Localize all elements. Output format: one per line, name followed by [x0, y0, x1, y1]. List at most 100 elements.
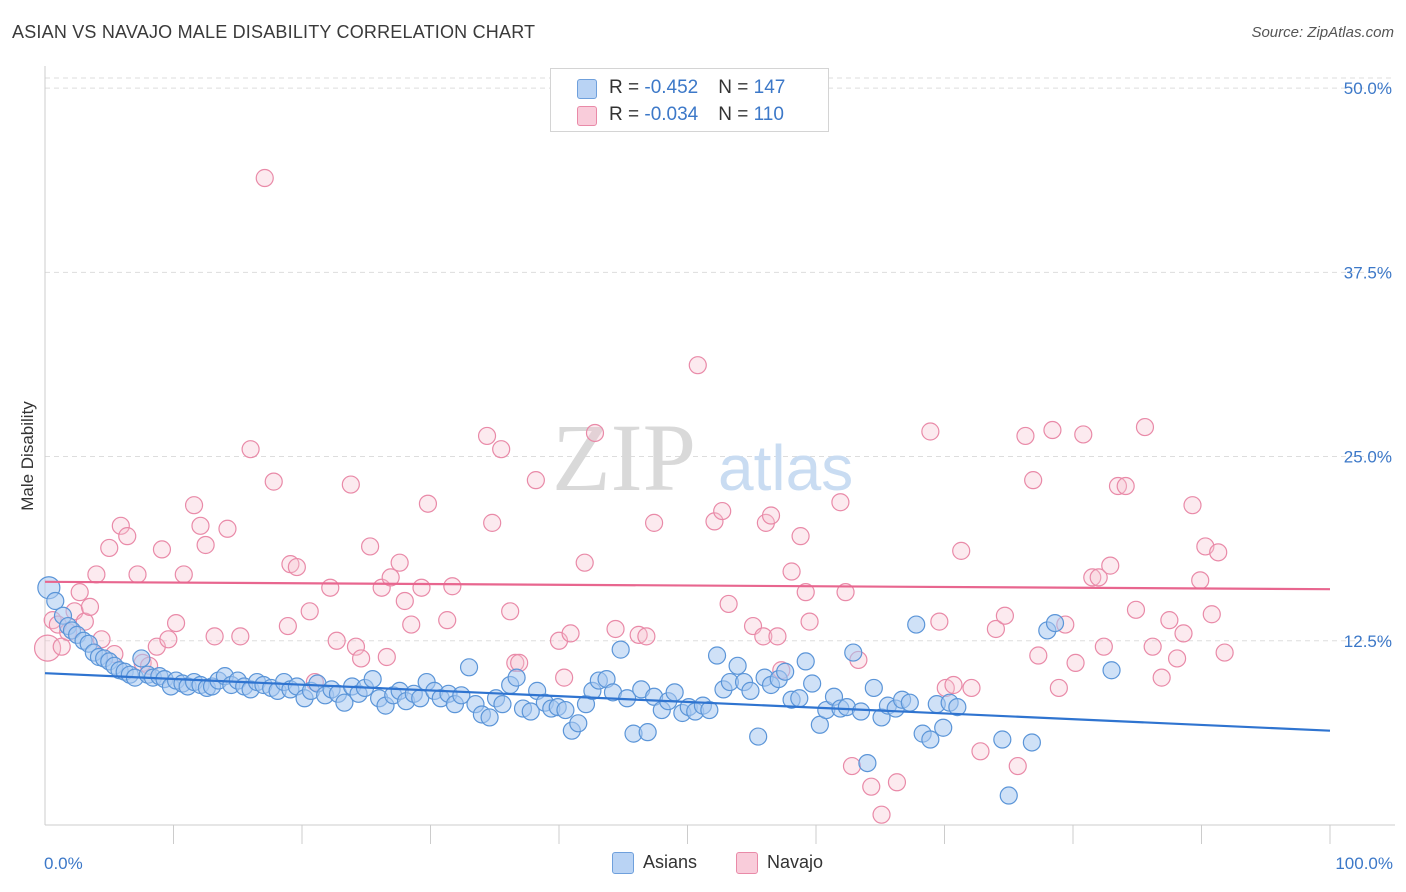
- navajo-point: [1108, 476, 1128, 496]
- navajo-point: [1101, 556, 1120, 575]
- watermark-zip: ZIP: [552, 404, 696, 511]
- asian-point: [741, 681, 760, 700]
- navajo-point: [377, 647, 396, 667]
- navajo-point: [278, 616, 297, 636]
- navajo-point: [241, 440, 260, 459]
- navajo-series: [33, 168, 1234, 824]
- navajo-point: [174, 565, 193, 584]
- asian-point: [46, 591, 65, 611]
- legend-text: R = -0.034 N = 110: [609, 104, 784, 125]
- navajo-point: [418, 494, 438, 513]
- asian-point: [507, 668, 526, 687]
- navajo-point: [930, 612, 949, 631]
- asians-swatch: [612, 852, 634, 874]
- navajo-point: [796, 583, 815, 602]
- trend-lines: [44, 580, 1331, 732]
- asian-point: [569, 714, 588, 733]
- navajo-point: [477, 426, 497, 446]
- asian-point: [851, 702, 871, 721]
- navajo-point: [575, 553, 594, 572]
- asian-point: [1045, 613, 1065, 633]
- asian-point: [921, 730, 940, 749]
- navajo-point: [100, 538, 119, 558]
- navajo-point: [526, 471, 545, 490]
- asian-point: [907, 615, 926, 634]
- navajo-point: [255, 168, 274, 188]
- navajo-point: [555, 668, 574, 687]
- legend-text: R = -0.452 N = 147: [609, 77, 786, 98]
- asian-point: [556, 700, 575, 720]
- navajo-point: [1066, 653, 1085, 672]
- navajo-point: [218, 519, 237, 538]
- asian-point: [796, 652, 815, 671]
- y-tick-label: 12.5%: [1344, 632, 1392, 651]
- r-value: -0.452: [644, 77, 699, 98]
- navajo-point: [782, 562, 801, 581]
- navajo-point: [971, 742, 990, 761]
- navajo-point: [1126, 600, 1146, 619]
- navajo-point: [1016, 426, 1035, 446]
- asian-point: [132, 649, 151, 668]
- navajo-point: [768, 627, 787, 646]
- x-tick-label: 0.0%: [44, 854, 83, 873]
- asian-point: [900, 693, 919, 712]
- asians-swatch: [577, 79, 597, 99]
- navajo-point: [402, 615, 421, 634]
- asian-point: [844, 643, 863, 662]
- asian-point: [948, 697, 967, 717]
- navajo-swatch: [736, 852, 758, 874]
- navajo-point: [483, 513, 502, 532]
- navajo-point: [492, 440, 511, 459]
- navajo-point: [561, 624, 580, 643]
- asian-point: [728, 656, 747, 675]
- navajo-trend-line: [44, 580, 1331, 591]
- navajo-point: [952, 541, 971, 560]
- navajo-point: [352, 649, 371, 668]
- navajo-point: [361, 537, 380, 556]
- navajo-point: [862, 777, 881, 796]
- navajo-point: [346, 637, 366, 656]
- asian-point: [776, 662, 795, 681]
- legend-label: Navajo: [767, 852, 824, 872]
- navajo-point: [264, 472, 283, 491]
- navajo-point: [196, 535, 215, 555]
- navajo-point: [831, 493, 850, 512]
- navajo-point: [921, 422, 940, 441]
- asian-point: [1022, 733, 1041, 752]
- navajo-point: [1049, 678, 1068, 698]
- chart-title: ASIAN VS NAVAJO MALE DISABILITY CORRELAT…: [12, 22, 536, 42]
- navajo-point: [184, 496, 204, 515]
- navajo-point: [287, 557, 306, 577]
- navajo-point: [501, 602, 520, 621]
- watermark-atlas: atlas: [718, 432, 853, 504]
- asian-point: [493, 695, 512, 714]
- navajo-point: [152, 540, 172, 559]
- asian-point: [858, 754, 877, 773]
- asian-point: [934, 718, 953, 737]
- navajo-point: [719, 594, 738, 614]
- navajo-point: [872, 805, 891, 824]
- navajo-point: [321, 578, 340, 597]
- navajo-point: [1174, 624, 1193, 643]
- navajo-point: [1202, 605, 1221, 624]
- navajo-point: [995, 606, 1014, 625]
- x-tick-label: 100.0%: [1335, 854, 1393, 873]
- asian-point: [459, 658, 479, 677]
- legend: R = -0.452 N = 147 R = -0.034 N = 110: [550, 68, 829, 132]
- navajo-point: [606, 619, 625, 639]
- gridlines: [45, 77, 1395, 642]
- navajo-point: [341, 475, 360, 494]
- asian-point: [611, 640, 630, 659]
- asian-point: [749, 727, 768, 746]
- navajo-point: [390, 553, 409, 572]
- navajo-point: [887, 773, 907, 792]
- legend-label: Asians: [643, 852, 698, 872]
- asian-point: [363, 669, 382, 689]
- asian-point: [993, 730, 1012, 749]
- navajo-point: [791, 527, 810, 546]
- r-value: -0.034: [644, 104, 699, 125]
- navajo-point: [713, 501, 732, 521]
- navajo-point: [986, 619, 1006, 639]
- navajo-point: [510, 653, 529, 672]
